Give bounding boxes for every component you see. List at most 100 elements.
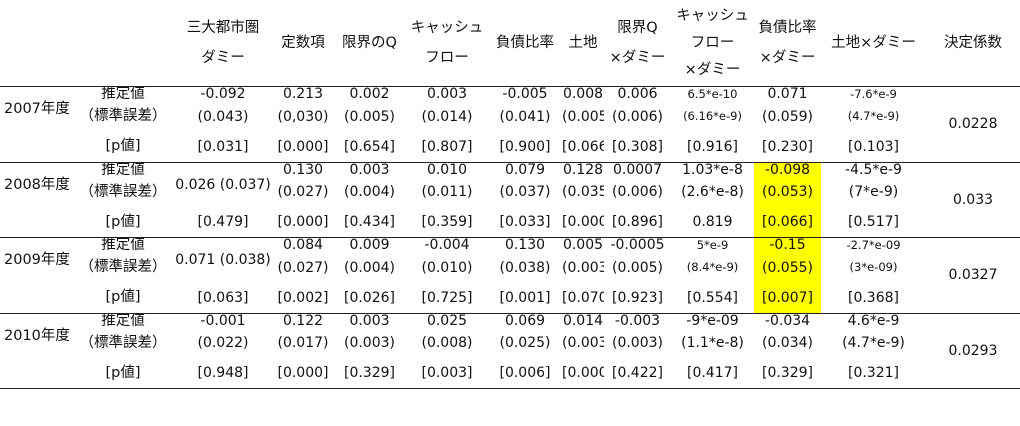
table-cell: 0.005 bbox=[562, 237, 604, 253]
table-cell: [0.000] bbox=[273, 358, 333, 389]
table-cell: [0.948] bbox=[173, 358, 273, 389]
table-cell: 0.130 bbox=[488, 237, 562, 253]
table-cell: [0.916] bbox=[671, 131, 754, 163]
table-cell: [0.321] bbox=[821, 358, 926, 389]
row-label-estimate: 推定値 bbox=[73, 161, 173, 177]
table-cell: -2.7*e-09 bbox=[821, 237, 926, 253]
table-cell: [0.033] bbox=[488, 207, 562, 238]
table-cell: [0.001] bbox=[488, 282, 562, 314]
table-cell: 0.071 bbox=[754, 86, 821, 102]
header-land: 土地 bbox=[562, 0, 604, 87]
header-marginal-q: 限界のQ bbox=[333, 0, 406, 87]
table-cell: (0.022) bbox=[197, 335, 249, 351]
table-cell: -0.0005 bbox=[604, 237, 671, 253]
header-marginal-q-dummy: 限界Q ×ダミー bbox=[604, 0, 671, 87]
row-label-se: （標準誤差） bbox=[79, 183, 167, 200]
table-cell: [0.329] bbox=[754, 358, 821, 389]
table-cell: (0.017) bbox=[277, 335, 329, 351]
header-cashflow: キャッシュ フロー bbox=[406, 0, 488, 87]
table-cell: [0.007] bbox=[754, 282, 821, 314]
table-row: 2008年度 推定値 0.026 (0.037) 0.130 0.003 0.010 0.0… bbox=[0, 161, 1020, 238]
table-cell: (0.005) bbox=[343, 108, 395, 125]
row-label-se: （標準誤差） bbox=[79, 259, 167, 276]
table-cell: (4.7*e-9) bbox=[842, 335, 905, 351]
table-cell: 0.003 bbox=[333, 161, 406, 177]
table-cell: (0.005) bbox=[562, 108, 604, 125]
header-dummy-line2: ダミー bbox=[201, 50, 245, 66]
table-cell: (0.027) bbox=[277, 259, 329, 276]
table-cell: (0.038) bbox=[499, 259, 551, 276]
row-label-p: [p値] bbox=[73, 282, 173, 314]
year-label: 2008年度 bbox=[0, 161, 73, 207]
table-cell: (0.041) bbox=[499, 108, 551, 125]
table-cell: 0.079 bbox=[488, 161, 562, 177]
table-row: 2010年度 推定値 -0.001 0.122 0.003 0.025 0.069 0.014… bbox=[0, 312, 1020, 389]
table-row: （標準誤差） (0.027) (0.004) (0.011) (0.037) (0.035… bbox=[0, 177, 1020, 207]
table-cell: [0.230] bbox=[754, 131, 821, 163]
table-cell: (2.6*e-8) bbox=[681, 184, 744, 200]
table-cell: (0.010) bbox=[421, 259, 473, 276]
table-cell: 0.069 bbox=[488, 312, 562, 328]
table-cell: 0.003 bbox=[406, 86, 488, 102]
table-cell: (0.004) bbox=[343, 259, 395, 276]
table-cell: [0.003] bbox=[406, 358, 488, 389]
header-dummy: 三大都市圏 ダミー bbox=[173, 0, 273, 87]
r-squared-cell: 0.0327 bbox=[926, 237, 1020, 314]
table-row: [p値] [0.031] [0.000] [0.654] [0.807] [0.900][… bbox=[0, 131, 1020, 163]
table-cell: 0.002 bbox=[333, 86, 406, 102]
table-row: 2009年度 推定値 0.071 (0.038) 0.084 0.009 -0.004 0.… bbox=[0, 237, 1020, 314]
table-cell: [0.554] bbox=[671, 282, 754, 314]
table-cell: (0.043) bbox=[197, 108, 249, 125]
table-cell: (0.055) bbox=[754, 252, 821, 283]
table-cell: -0.098 bbox=[754, 161, 821, 177]
header-dummy-line1: 三大都市圏 bbox=[186, 20, 260, 36]
table-cell: [0.000] bbox=[273, 207, 333, 238]
header-land-dummy: 土地×ダミー bbox=[821, 0, 926, 87]
year-label: 2009年度 bbox=[0, 237, 73, 283]
table-cell: [0.900] bbox=[488, 131, 562, 163]
table-cell: -0.034 bbox=[754, 312, 821, 328]
table-cell: [0.359] bbox=[406, 207, 488, 238]
table-cell: 0.014 bbox=[562, 312, 604, 328]
table-cell: [0.063] bbox=[173, 282, 273, 314]
table-cell: -4.5*e-9 bbox=[821, 161, 926, 177]
row-label-se: （標準誤差） bbox=[79, 108, 167, 125]
table-cell: [0.329] bbox=[333, 358, 406, 389]
table-cell: (0.003) bbox=[343, 335, 395, 351]
year-label: 2010年度 bbox=[0, 312, 73, 358]
table-cell: -7.6*e-9 bbox=[821, 86, 926, 102]
dummy-estimate-cell: 0.026 (0.037) bbox=[173, 161, 273, 207]
table-cell: (0.006) bbox=[611, 184, 663, 200]
table-cell: (0.035) bbox=[562, 184, 604, 200]
header-cashflow-dummy: キャッシュ フロー ×ダミー bbox=[671, 0, 754, 87]
table-row: （標準誤差） (0.043) (0,030) (0.005) (0.014) (0.041… bbox=[0, 102, 1020, 132]
table-cell: [0.000] bbox=[562, 207, 604, 238]
table-cell: (6.16*e-9) bbox=[683, 108, 742, 123]
table-row: [p値] [0.948] [0.000] [0.329] [0.003] [0.006][… bbox=[0, 358, 1020, 389]
table-cell: (0.006) bbox=[611, 108, 663, 125]
table-cell: [0.070] bbox=[562, 282, 604, 314]
table-cell: (0.027) bbox=[277, 184, 329, 200]
header-cell-blank-1 bbox=[0, 0, 73, 87]
table-cell: [0.006] bbox=[488, 358, 562, 389]
year-label-spacer bbox=[0, 358, 73, 389]
table-cell: (0.037) bbox=[499, 184, 551, 200]
table-row: 2007年度 推定値 -0.092 0.213 0.002 0.003 -0.005 0.00… bbox=[0, 86, 1020, 163]
table-cell: 5*e-9 bbox=[671, 237, 754, 253]
table-cell: (4.7*e-9) bbox=[847, 108, 900, 123]
table-cell: 0.122 bbox=[273, 312, 333, 328]
row-label-estimate: 推定値 bbox=[73, 86, 173, 102]
table-cell: (0.025) bbox=[499, 335, 551, 351]
table-cell: 6.5*e-10 bbox=[671, 86, 754, 102]
table-cell: 0.084 bbox=[273, 237, 333, 253]
table-cell: (3*e-09) bbox=[849, 259, 898, 274]
table-cell: 0.0007 bbox=[604, 161, 671, 177]
table-cell: [0.422] bbox=[604, 358, 671, 389]
table-cell: [0.417] bbox=[671, 358, 754, 389]
table-cell: 0.128 bbox=[562, 161, 604, 177]
table-cell: [0.368] bbox=[821, 282, 926, 314]
table-cell: [0.000] bbox=[273, 131, 333, 163]
table-cell: -0.092 bbox=[173, 86, 273, 102]
table-cell: -0.15 bbox=[754, 237, 821, 253]
table-cell: (0.005) bbox=[611, 259, 663, 276]
